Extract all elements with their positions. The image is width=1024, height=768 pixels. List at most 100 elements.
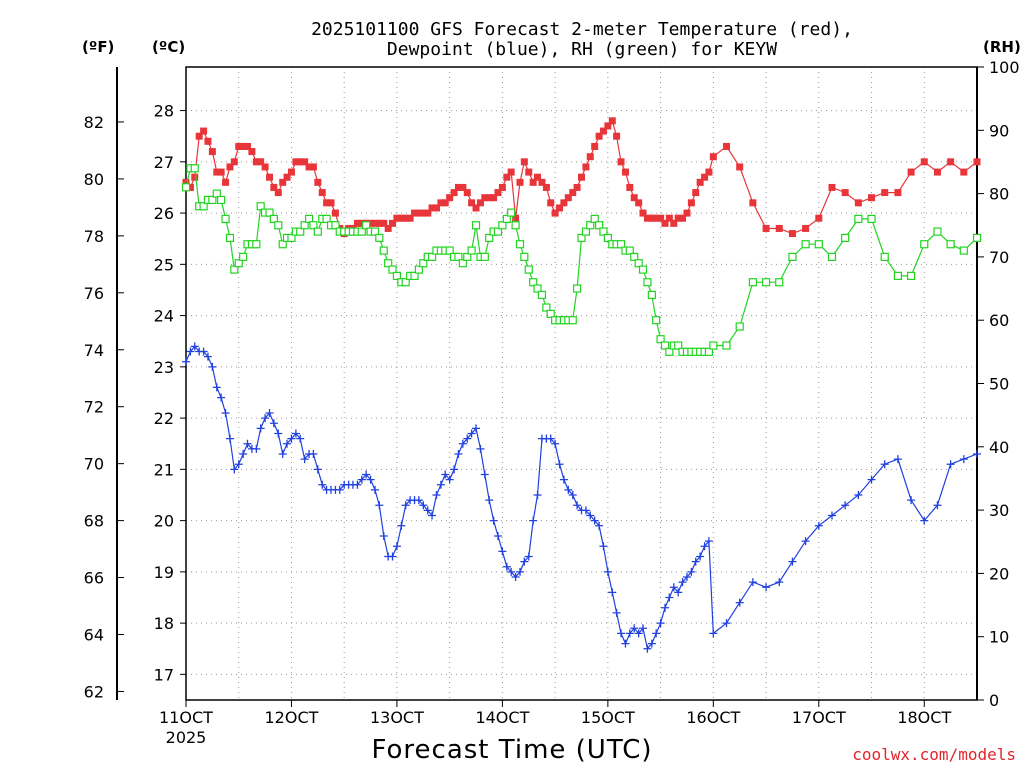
dewpoint-point <box>854 490 863 499</box>
dewpoint-point <box>485 496 494 505</box>
temperature-point <box>635 199 643 207</box>
rh-tick-label: 20 <box>989 564 1009 583</box>
dewpoint-point <box>502 562 511 571</box>
dewpoint-point <box>700 542 709 551</box>
temperature-point <box>802 224 810 232</box>
dewpoint-point <box>568 490 577 499</box>
series-line-rh <box>185 167 978 353</box>
x-axis-title: Forecast Time (UTC) <box>371 735 652 765</box>
temperature-point <box>424 209 432 217</box>
dewpoint-point <box>265 408 274 417</box>
fahrenheit-tick-label: 80 <box>84 170 104 189</box>
temperature-point <box>191 173 199 181</box>
dewpoint-point <box>467 429 476 438</box>
temperature-point <box>613 132 621 140</box>
dewpoint-point <box>880 460 889 469</box>
dewpoint-point <box>370 485 379 494</box>
temperature-point <box>252 158 260 166</box>
temperature-point <box>441 199 449 207</box>
rh-point <box>638 265 648 274</box>
rh-unit-label: (RH) <box>983 38 1021 56</box>
rh-point <box>502 214 511 224</box>
rh-tick-label: 100 <box>989 58 1020 77</box>
dewpoint-point <box>375 501 384 510</box>
rh-point <box>972 233 982 243</box>
temperature-point <box>415 209 423 217</box>
dewpoint-point <box>458 439 467 448</box>
temperature-point <box>243 142 251 150</box>
rh-tick-label: 70 <box>989 248 1009 267</box>
dewpoint-point <box>283 439 292 448</box>
dewpoint-point <box>946 460 955 469</box>
temperature-point <box>454 183 462 191</box>
rh-point <box>581 227 591 236</box>
rh-tick-label: 80 <box>989 185 1009 204</box>
temperature-point <box>604 122 612 130</box>
temperature-point <box>960 168 968 176</box>
temperature-point <box>639 209 647 217</box>
dewpoint-point <box>445 475 454 484</box>
temperature-point <box>670 219 678 227</box>
temperature-point <box>560 199 568 207</box>
temperature-point <box>529 178 537 186</box>
dewpoint-point <box>621 639 630 648</box>
temperature-point <box>186 183 194 191</box>
rh-point <box>234 259 243 268</box>
chart-title-line2: Dewpoint (blue), RH (green) for KEYW <box>387 39 777 60</box>
dewpoint-point <box>520 557 529 566</box>
year-label: 2025 <box>166 728 207 747</box>
temperature-point <box>270 183 278 191</box>
temperature-point <box>367 219 375 227</box>
series-temperature <box>182 117 981 238</box>
rh-point <box>331 221 340 230</box>
rh-point <box>906 271 916 280</box>
temperature-point <box>586 153 594 161</box>
celsius-tick-label: 19 <box>154 563 174 582</box>
temperature-point <box>788 230 796 238</box>
temperature-point <box>257 158 265 166</box>
dewpoint-point <box>652 629 661 638</box>
rh-point <box>520 252 529 261</box>
dewpoint-point <box>709 629 718 638</box>
temperature-point <box>709 153 717 161</box>
temperature-point <box>411 209 419 217</box>
dewpoint-point <box>217 393 226 402</box>
dewpoint-point <box>867 475 876 484</box>
rh-point <box>599 227 608 236</box>
temperature-point <box>287 168 295 176</box>
dewpoint-point <box>687 567 696 576</box>
rh-point <box>515 240 525 249</box>
temperature-point <box>358 219 366 227</box>
dewpoint-point <box>608 588 617 597</box>
credit-link[interactable]: coolwx.com/models <box>852 745 1016 764</box>
temperature-point <box>248 148 256 156</box>
rh-point <box>208 195 217 205</box>
temperature-point <box>595 132 603 140</box>
dewpoint-point <box>643 644 652 653</box>
rh-point <box>704 347 714 356</box>
rh-point <box>458 259 467 268</box>
rh-point <box>230 265 239 274</box>
rh-point <box>542 303 551 312</box>
dewpoint-point <box>300 455 309 464</box>
dewpoint-point <box>907 496 916 505</box>
rh-point <box>190 164 199 173</box>
dewpoint-point <box>230 465 239 474</box>
temperature-point <box>309 163 317 171</box>
temperature-point <box>591 142 599 150</box>
rh-point <box>427 252 437 261</box>
temperature-point <box>384 224 392 232</box>
temperature-point <box>920 158 928 166</box>
rh-point <box>652 316 661 325</box>
rh-point <box>616 240 626 249</box>
rh-point <box>827 252 837 261</box>
temperature-point <box>397 214 405 222</box>
temperature-point <box>208 148 216 156</box>
temperature-point <box>621 168 629 176</box>
dewpoint-point <box>357 475 366 484</box>
dewpoint-point <box>603 567 612 576</box>
fahrenheit-tick-label: 78 <box>84 227 104 246</box>
series-rh <box>181 164 982 356</box>
dewpoint-point <box>291 429 300 438</box>
rh-point <box>537 290 547 299</box>
